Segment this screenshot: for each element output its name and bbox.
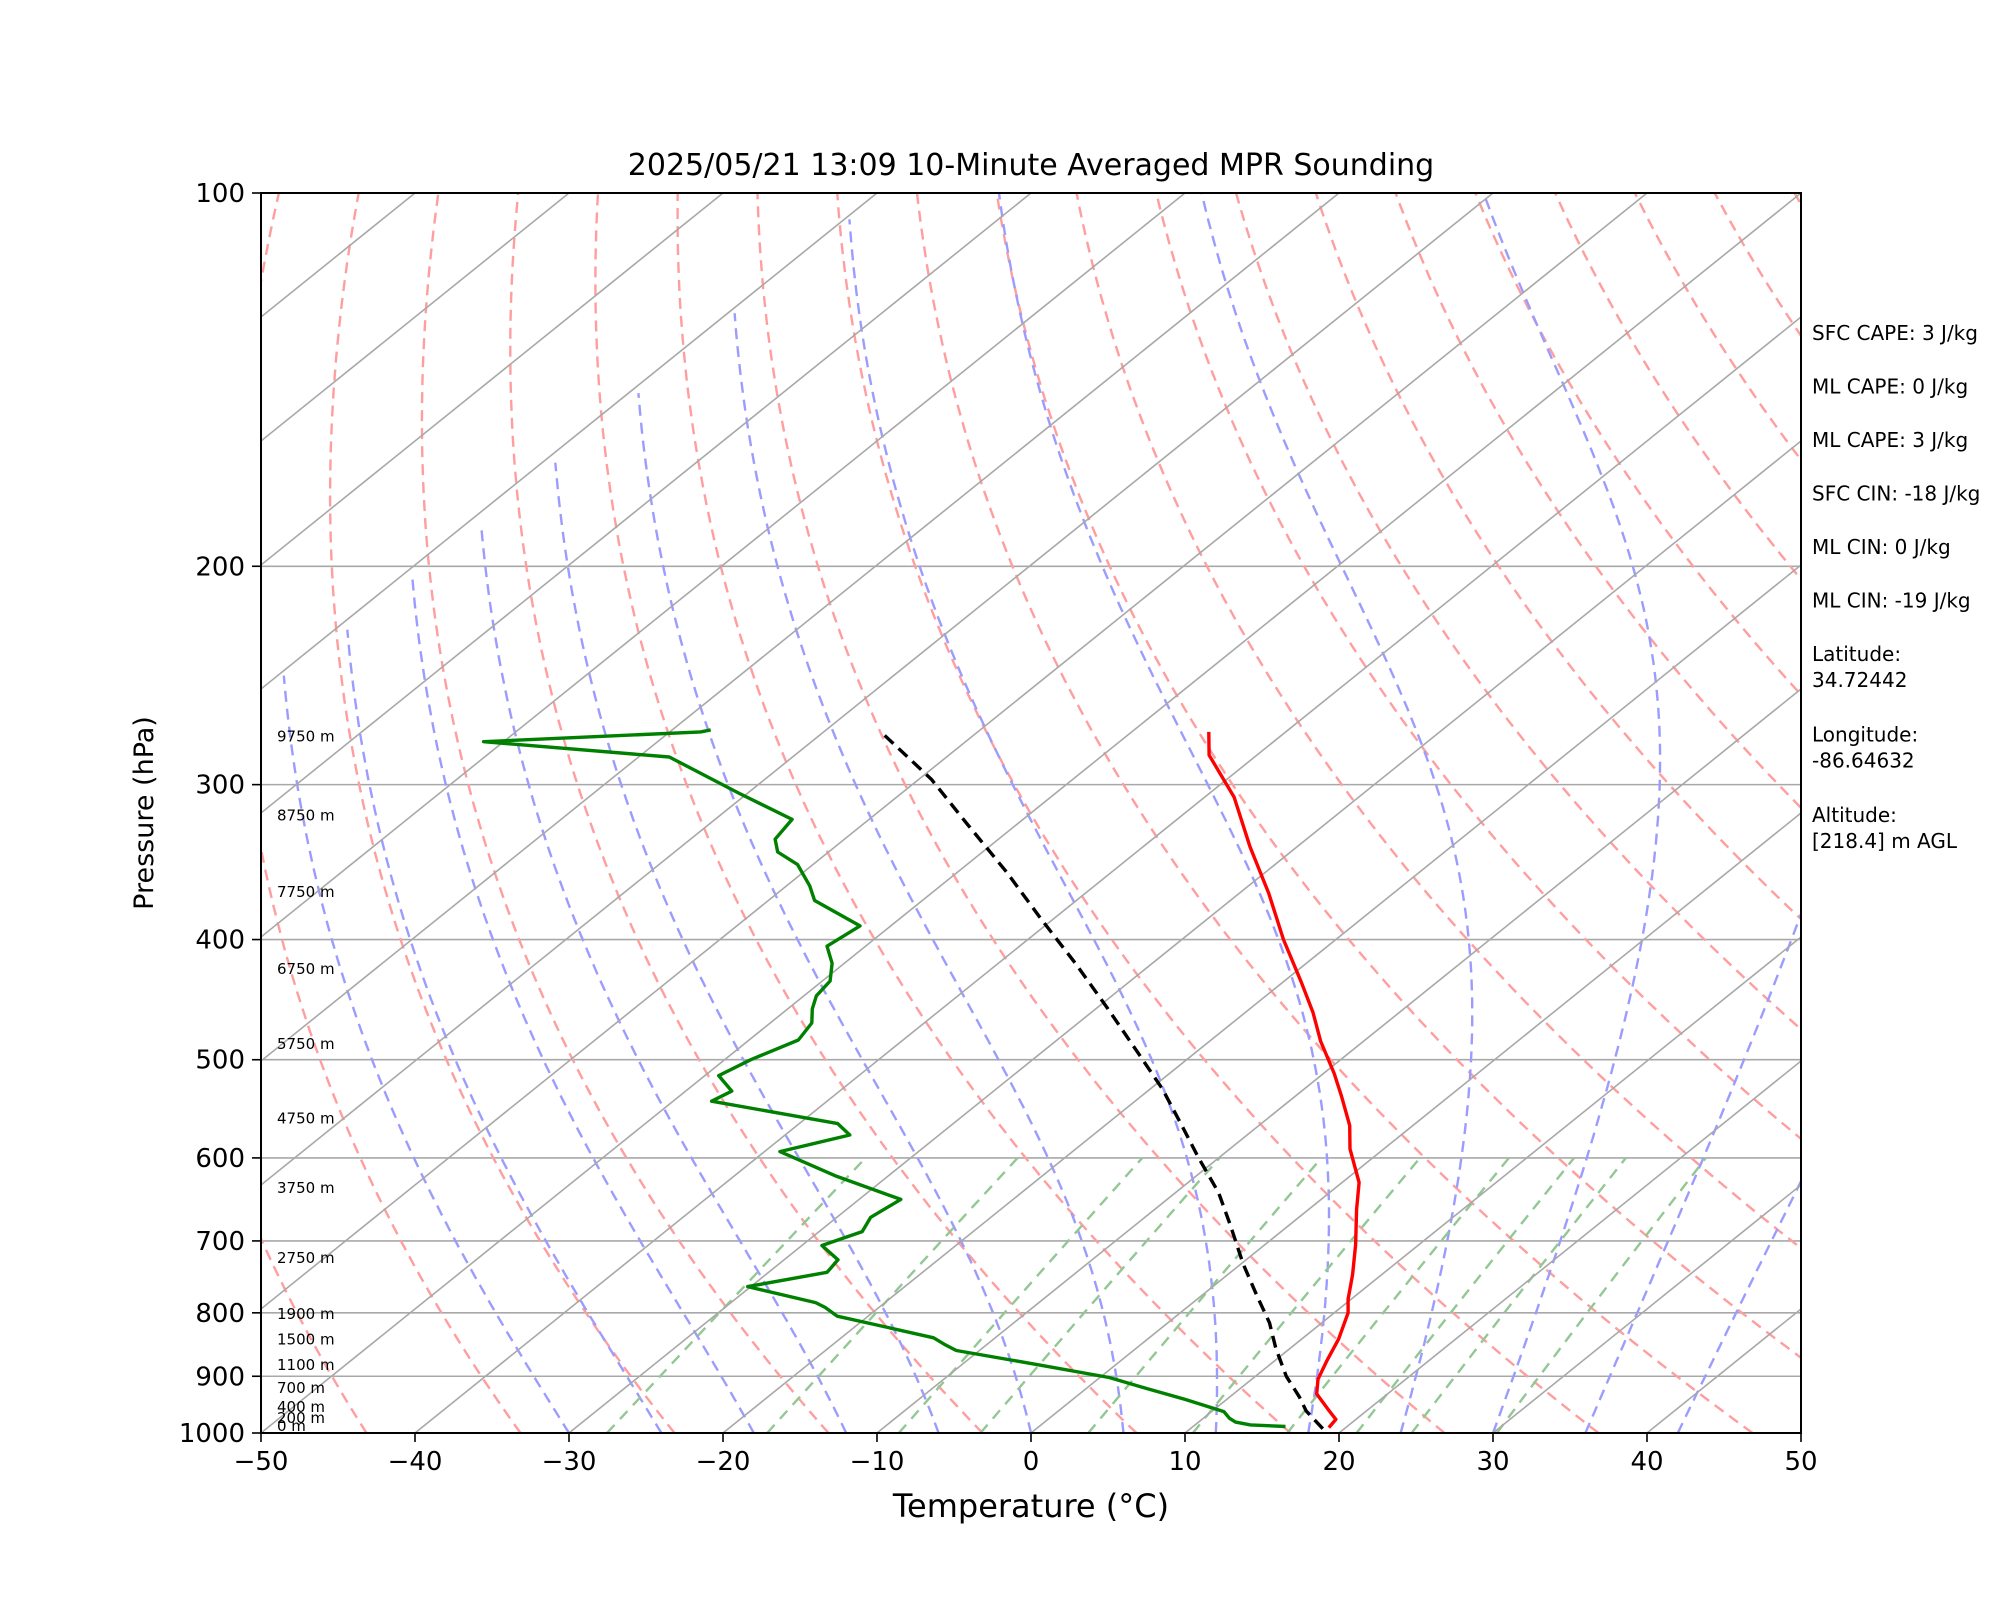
axes: −50 −40 −30 −20 −10 0 10 20 30 40 50 100 200 300 400 50…: [179, 179, 1818, 1477]
height-label: 1500 m: [277, 1331, 335, 1349]
height-label: 400 m: [277, 1398, 325, 1416]
y-axis-label: Pressure (hPa): [129, 716, 160, 910]
isotherm-line: [0, 193, 723, 1433]
sounding-indices: SFC CAPE: 3 J/kg ML CAPE: 0 J/kg ML CAPE: …: [1812, 321, 1980, 853]
sounding-index-line: Latitude:: [1812, 642, 1901, 666]
sounding-index-text: ML CIN: -19 J/kg: [1812, 589, 1971, 613]
sounding-index-text: Latitude:34.72442: [1812, 642, 1907, 692]
sounding-index-text: ML CIN: 0 J/kg: [1812, 535, 1951, 559]
sounding-index-line: SFC CIN: -18 J/kg: [1812, 482, 1980, 506]
isotherm-line: [569, 193, 2000, 1433]
dry-adiabat-line: [758, 193, 1445, 1433]
moist-adiabat-line: [735, 313, 1124, 1433]
sounding-index-line: ML CIN: -19 J/kg: [1812, 589, 1971, 613]
dry-adiabat-line: [917, 193, 1753, 1433]
height-label: 1900 m: [277, 1305, 335, 1323]
moist-adiabat-line: [999, 193, 1329, 1433]
sounding-index-line: SFC CAPE: 3 J/kg: [1812, 321, 1978, 345]
sounding-index-text: ML CAPE: 3 J/kg: [1812, 428, 1968, 452]
x-tick-label: −40: [388, 1447, 443, 1477]
height-label: 9750 m: [277, 728, 335, 746]
dry-adiabat-line: [678, 193, 1291, 1433]
height-label: 6750 m: [277, 960, 335, 978]
y-tick-label: 800: [195, 1299, 245, 1329]
x-tick-label: −30: [542, 1447, 597, 1477]
y-tick-label: 300: [195, 771, 245, 801]
mixing-ratio-line: [1497, 1158, 1706, 1433]
sounding-index-text: ML CAPE: 0 J/kg: [1812, 375, 1968, 399]
sounding-index-text: Altitude:[218.4] m AGL: [1812, 803, 1958, 853]
y-tick-label: 100: [195, 179, 245, 209]
mixing-ratio-line: [1193, 1158, 1420, 1433]
height-label: 5750 m: [277, 1035, 335, 1053]
x-tick-label: 20: [1322, 1447, 1355, 1477]
height-label: 3750 m: [277, 1179, 335, 1197]
x-tick-label: 0: [1023, 1447, 1040, 1477]
mixing-ratio-line: [1412, 1158, 1626, 1433]
chart-title: 2025/05/21 13:09 10-Minute Averaged MPR …: [628, 148, 1434, 183]
isotherm-line: [0, 193, 1185, 1433]
sounding-index-text: SFC CIN: -18 J/kg: [1812, 482, 1980, 506]
x-tick-label: 40: [1630, 1447, 1663, 1477]
y-tick-label: 500: [195, 1046, 245, 1076]
height-label: 2750 m: [277, 1249, 335, 1267]
y-tick-label: 600: [195, 1144, 245, 1174]
height-label: 1100 m: [277, 1356, 335, 1374]
sounding-index-line: -86.64632: [1812, 749, 1915, 773]
parcel-trace: [883, 734, 1323, 1429]
moist-adiabat-line: [1484, 193, 1661, 1433]
dry-adiabat-line: [422, 193, 829, 1433]
x-axis-label: Temperature (°C): [892, 1487, 1169, 1525]
sounding-index-line: ML CAPE: 3 J/kg: [1812, 428, 1968, 452]
moist-adiabat-line: [849, 219, 1217, 1433]
sounding-traces: [484, 730, 1360, 1429]
dewpoint-trace: [484, 730, 1286, 1427]
dry-adiabat-line: [997, 193, 1907, 1433]
sounding-index-text: SFC CAPE: 3 J/kg: [1812, 321, 1978, 345]
sounding-index-text: Longitude:-86.64632: [1812, 723, 1918, 773]
sounding-index-line: ML CAPE: 0 J/kg: [1812, 375, 1968, 399]
x-tick-label: −10: [850, 1447, 905, 1477]
x-tick-label: −20: [696, 1447, 751, 1477]
sounding-index-line: [218.4] m AGL: [1812, 829, 1958, 853]
y-tick-label: 900: [195, 1362, 245, 1392]
y-tick-label: 200: [195, 552, 245, 582]
x-tick-label: 30: [1476, 1447, 1509, 1477]
sounding-index-line: ML CIN: 0 J/kg: [1812, 535, 1951, 559]
sounding-index-line: 34.72442: [1812, 668, 1907, 692]
height-label: 8750 m: [277, 807, 335, 825]
dry-adiabat-line: [595, 193, 1136, 1433]
sounding-index-line: Longitude:: [1812, 723, 1918, 747]
x-tick-label: 50: [1784, 1447, 1817, 1477]
mixing-ratio-line: [980, 1158, 1219, 1433]
y-tick-label: 1000: [179, 1419, 245, 1449]
height-label: 700 m: [277, 1379, 325, 1397]
height-label: 7750 m: [277, 883, 335, 901]
mixing-ratio-line: [1088, 1158, 1321, 1433]
dry-adiabat-line: [330, 193, 674, 1433]
x-tick-label: 10: [1168, 1447, 1201, 1477]
sounding-index-line: Altitude:: [1812, 803, 1897, 827]
y-tick-label: 400: [195, 926, 245, 956]
height-label: 4750 m: [277, 1110, 335, 1128]
y-tick-label: 700: [195, 1227, 245, 1257]
mixing-ratio-line: [767, 1158, 1017, 1433]
dry-adiabat-line: [510, 193, 982, 1433]
x-tick-label: −50: [234, 1447, 289, 1477]
